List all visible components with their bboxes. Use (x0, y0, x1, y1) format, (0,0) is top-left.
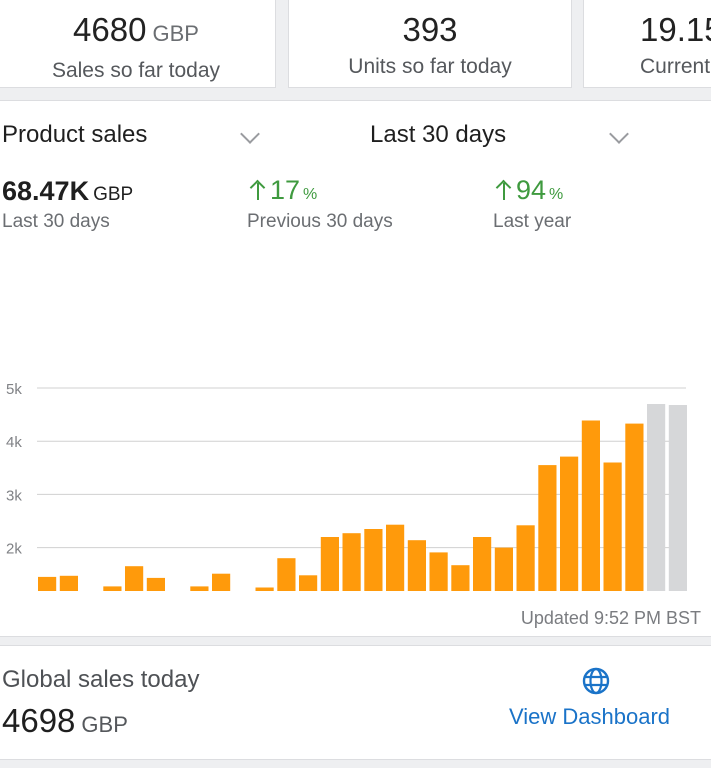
sales-today-card[interactable]: 4680 GBP Sales so far today (0, 0, 276, 88)
chart-bar[interactable] (146, 577, 165, 591)
chart-bar[interactable] (103, 586, 122, 591)
sales-today-value: 4680 GBP (73, 11, 199, 48)
total-sales-value: 68.47K GBP (2, 176, 134, 206)
units-today-value: 393 (402, 11, 458, 48)
chart-bar[interactable] (647, 404, 666, 591)
chart-bar[interactable] (255, 587, 274, 592)
chevron-down-icon[interactable] (240, 124, 260, 144)
sales-today-label: Sales so far today (51, 59, 221, 82)
view-dashboard-link[interactable]: View Dashboard (509, 704, 671, 729)
range-dropdown[interactable]: Last 30 days (370, 121, 507, 148)
y-tick-label: 4k (6, 434, 22, 451)
chart-bar[interactable] (581, 420, 600, 592)
global-sales-value: 4698 GBP (2, 702, 128, 739)
updated-timestamp: Updated 9:52 PM BST (520, 608, 701, 628)
globe-icon[interactable] (581, 666, 611, 696)
chart-bar[interactable] (625, 423, 644, 591)
chart-bar[interactable] (516, 525, 535, 591)
metric-dropdown[interactable]: Product sales (2, 121, 148, 148)
current-label: Current (640, 55, 711, 78)
current-card[interactable]: 19.15 Current (583, 0, 711, 88)
chart-bar[interactable] (668, 405, 687, 591)
chart-bar[interactable] (125, 566, 144, 591)
prev-period-change: 17% (250, 175, 317, 206)
chart-bar[interactable] (407, 540, 426, 591)
chart-bar[interactable] (59, 575, 78, 591)
units-today-card[interactable]: 393 Units so far today (288, 0, 572, 88)
chart-bar[interactable] (386, 524, 405, 591)
prev-period-label: Previous 30 days (247, 211, 393, 232)
chart-bar[interactable] (494, 547, 513, 591)
sales-bar-chart: 01k2k3k4k5kMar 4Mar 9Mar 14Mar 19Mar 24M… (6, 381, 687, 592)
last-year-label: Last year (493, 211, 572, 232)
current-value: 19.15 (640, 11, 711, 48)
chart-bar[interactable] (277, 558, 296, 591)
chart-bar[interactable] (451, 565, 470, 591)
chart-bar[interactable] (473, 537, 492, 591)
last-year-change: 94% (496, 175, 563, 206)
y-tick-label: 2k (6, 541, 22, 558)
chart-bar[interactable] (603, 462, 622, 592)
chart-bar[interactable] (364, 529, 383, 591)
global-sales-title: Global sales today (2, 666, 200, 693)
y-tick-label: 5k (6, 381, 22, 398)
top-stat-cards: 4680 GBP Sales so far today 393 Units so … (0, 0, 711, 92)
units-today-label: Units so far today (348, 55, 512, 78)
chart-bar[interactable] (38, 576, 57, 591)
chart-bar[interactable] (538, 465, 557, 591)
chart-bar[interactable] (190, 586, 209, 591)
chart-bar[interactable] (560, 456, 579, 591)
chart-bar[interactable] (212, 573, 231, 591)
sales-panel: Product sales Last 30 days 68.47K GBP Las… (0, 100, 711, 637)
arrow-up-icon (496, 180, 512, 200)
global-sales-panel: Global sales today 4698 GBP View Dashboar… (0, 645, 711, 760)
y-tick-label: 3k (6, 487, 22, 504)
chevron-down-icon[interactable] (609, 124, 629, 144)
total-sales-label: Last 30 days (2, 211, 110, 232)
chart-bar[interactable] (320, 537, 339, 591)
chart-bar[interactable] (299, 575, 318, 591)
chart-bar[interactable] (342, 533, 361, 591)
chart-bar[interactable] (429, 552, 448, 591)
arrow-up-icon (250, 180, 266, 200)
